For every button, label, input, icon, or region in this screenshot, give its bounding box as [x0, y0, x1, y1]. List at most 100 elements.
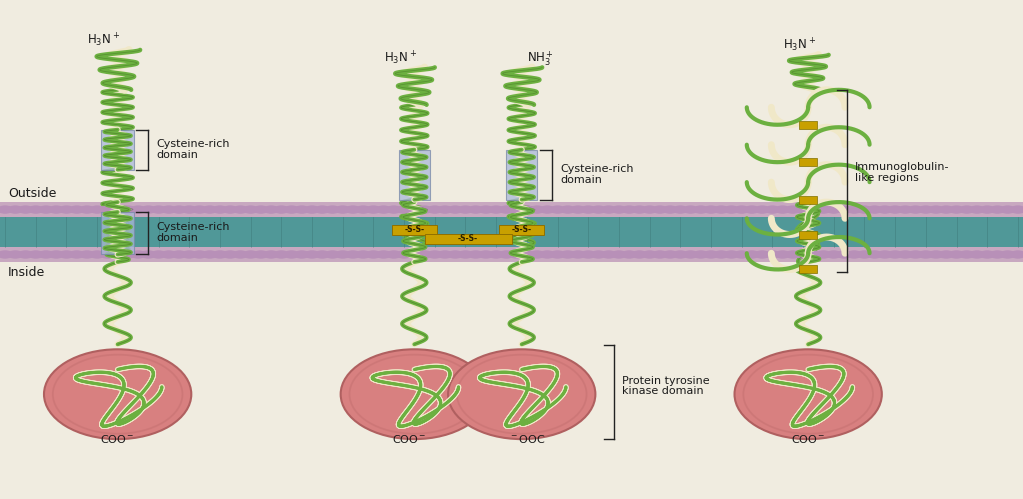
Circle shape [939, 251, 953, 258]
Text: Outside: Outside [8, 187, 56, 200]
Circle shape [448, 206, 462, 213]
Circle shape [714, 251, 728, 258]
Circle shape [387, 251, 401, 258]
Text: like regions: like regions [855, 173, 919, 183]
FancyBboxPatch shape [499, 225, 544, 235]
Circle shape [673, 206, 687, 213]
Circle shape [622, 206, 636, 213]
Circle shape [141, 251, 155, 258]
Ellipse shape [744, 355, 873, 434]
Circle shape [581, 206, 595, 213]
Circle shape [571, 206, 585, 213]
Circle shape [49, 251, 63, 258]
Ellipse shape [350, 355, 479, 434]
Circle shape [786, 251, 800, 258]
Circle shape [970, 206, 984, 213]
Circle shape [315, 251, 329, 258]
Circle shape [438, 251, 452, 258]
Circle shape [653, 206, 667, 213]
Circle shape [233, 251, 248, 258]
Circle shape [878, 206, 892, 213]
Circle shape [203, 251, 217, 258]
Circle shape [131, 206, 145, 213]
Circle shape [765, 206, 780, 213]
Ellipse shape [735, 349, 882, 439]
Circle shape [325, 251, 340, 258]
Circle shape [1000, 251, 1015, 258]
Circle shape [417, 206, 432, 213]
Circle shape [469, 251, 483, 258]
Circle shape [274, 251, 288, 258]
Circle shape [960, 206, 974, 213]
Circle shape [489, 251, 503, 258]
Bar [0, 202, 1023, 217]
Circle shape [530, 251, 544, 258]
Circle shape [356, 251, 370, 258]
Circle shape [295, 251, 309, 258]
Circle shape [765, 251, 780, 258]
Circle shape [213, 251, 227, 258]
Circle shape [694, 251, 708, 258]
Circle shape [8, 251, 23, 258]
Circle shape [561, 206, 575, 213]
Text: domain: domain [157, 233, 198, 244]
Circle shape [8, 206, 23, 213]
Circle shape [0, 251, 12, 258]
Circle shape [816, 251, 831, 258]
Text: $^-$OOC: $^-$OOC [508, 433, 545, 445]
Circle shape [366, 206, 381, 213]
Circle shape [990, 251, 1005, 258]
Circle shape [847, 206, 861, 213]
Circle shape [458, 251, 473, 258]
Circle shape [816, 206, 831, 213]
Circle shape [0, 206, 12, 213]
Circle shape [346, 206, 360, 213]
FancyBboxPatch shape [799, 265, 817, 273]
Text: Inside: Inside [8, 266, 45, 279]
Ellipse shape [341, 349, 488, 439]
Text: -S-S-: -S-S- [458, 234, 478, 243]
Circle shape [223, 206, 237, 213]
Circle shape [673, 251, 687, 258]
Circle shape [90, 206, 104, 213]
Circle shape [980, 251, 994, 258]
Circle shape [980, 206, 994, 213]
Bar [101, 130, 134, 170]
FancyBboxPatch shape [799, 121, 817, 129]
Circle shape [827, 251, 841, 258]
Circle shape [479, 251, 493, 258]
Circle shape [39, 251, 53, 258]
Circle shape [100, 251, 115, 258]
Circle shape [121, 206, 135, 213]
Circle shape [550, 251, 565, 258]
Circle shape [80, 251, 94, 258]
Circle shape [274, 206, 288, 213]
Circle shape [581, 251, 595, 258]
Circle shape [438, 206, 452, 213]
Circle shape [683, 206, 698, 213]
Circle shape [847, 251, 861, 258]
Circle shape [642, 206, 657, 213]
Circle shape [336, 251, 350, 258]
Circle shape [857, 251, 872, 258]
Circle shape [489, 206, 503, 213]
Circle shape [602, 251, 616, 258]
Circle shape [509, 251, 524, 258]
Circle shape [663, 206, 677, 213]
Circle shape [837, 251, 851, 258]
Circle shape [70, 251, 84, 258]
Text: domain: domain [157, 150, 198, 160]
Circle shape [632, 251, 647, 258]
Text: COO$^-$: COO$^-$ [100, 433, 135, 445]
Ellipse shape [44, 349, 191, 439]
Circle shape [960, 251, 974, 258]
Circle shape [591, 251, 606, 258]
Text: H$_3$N$^+$: H$_3$N$^+$ [87, 32, 120, 49]
Circle shape [29, 206, 43, 213]
Circle shape [683, 251, 698, 258]
FancyBboxPatch shape [799, 158, 817, 166]
Circle shape [213, 206, 227, 213]
Circle shape [192, 206, 207, 213]
Circle shape [469, 206, 483, 213]
Circle shape [417, 251, 432, 258]
